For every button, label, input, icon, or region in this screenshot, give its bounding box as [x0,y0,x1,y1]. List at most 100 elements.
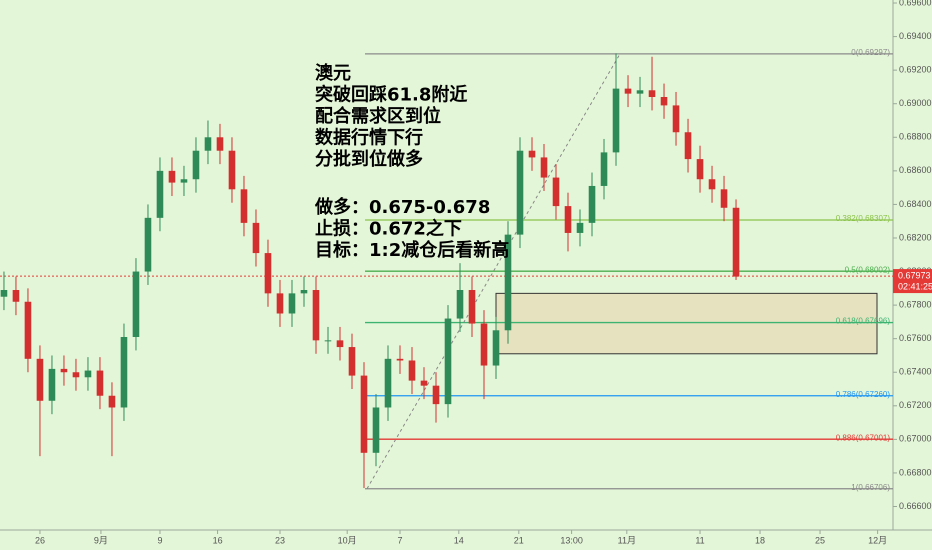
candle-body [408,360,416,381]
candle-body [36,358,44,401]
candle-body [576,222,584,233]
candle-body [12,290,20,302]
candle-body [432,385,440,405]
x-tick-label: 7 [397,535,402,545]
candle-body [312,290,320,341]
last-price-label: 0.67973 [898,270,931,280]
annotation-line: 突破回踩61.8附近 [315,84,467,106]
candle-body [552,177,560,207]
fib-label: 0(0.69297) [851,48,890,57]
x-tick-label: 12月 [868,535,887,545]
candle-body [360,375,368,453]
candle-body [660,97,668,106]
annotation-line: 数据行情下行 [315,127,423,149]
y-tick-label: 0.67200 [899,400,932,410]
candle-body [300,290,308,294]
candle-body [600,152,608,186]
candle-body [528,150,536,158]
y-tick-label: 0.67000 [899,434,932,444]
candle-body [648,90,656,98]
candle-body [480,323,488,366]
last-price-box [893,269,932,294]
candle-body [276,293,284,314]
x-tick-label: 23 [275,535,285,545]
candle-body [588,185,596,223]
candle-body [696,159,704,180]
candle-body [228,150,236,190]
annotation-line: 配合需求区到位 [315,105,441,127]
y-tick-label: 0.69200 [899,65,932,75]
x-tick-label: 26 [35,535,45,545]
x-tick-label: 21 [514,535,524,545]
x-tick-label: 18 [755,535,765,545]
x-tick-label: 16 [213,535,223,545]
y-tick-label: 0.68400 [899,199,932,209]
candle-body [60,368,68,373]
candle-body [468,290,476,324]
candle-body [684,132,692,160]
candle-body [252,222,260,254]
annotation-line: 分批到位做多 [315,148,423,170]
x-tick-label: 25 [815,535,825,545]
fib-label: 1(0.66706) [851,483,890,492]
candle-body [324,340,332,342]
candle-body [84,370,92,378]
candle-body [732,207,740,277]
candle-body [456,290,464,319]
candle-body [96,370,104,396]
candle-body [24,301,32,359]
candle-body [120,336,128,408]
plan-line: 做多：0.675-0.678 [314,196,490,218]
candle-body [624,88,632,94]
x-tick-label: 14 [454,535,464,545]
candle-body [72,372,80,378]
candle-body [168,170,176,183]
y-tick-label: 0.66600 [899,501,932,511]
candle-body [132,271,140,337]
candle-body [108,395,116,408]
countdown: 02:41:25 [898,281,932,291]
fib-label: 0.886(0.67001) [836,433,891,442]
y-tick-label: 0.69400 [899,31,932,41]
candle-body [180,179,188,183]
candle-body [420,380,428,386]
candle-body [156,170,164,218]
y-tick-label: 0.69000 [899,98,932,108]
candle-body [264,253,272,294]
candle-body [708,179,716,190]
x-tick-label: 11 [695,535,704,545]
x-tick-label: 9月 [94,535,108,545]
demand-zone [495,292,878,355]
candle-body [372,407,380,453]
candle-body [720,189,728,208]
y-tick-label: 0.68600 [899,165,932,175]
fib-label: 0.5(0.68002) [845,265,891,274]
candle-body [216,137,224,151]
candle-body [516,150,524,235]
candle-body [396,358,404,361]
candle-body [636,90,644,94]
candle-body [48,368,56,401]
fib-label: 0.382(0.68307) [836,214,891,223]
candle-body [144,217,152,272]
candle-body [288,293,296,314]
candle-body [192,150,200,180]
y-tick-label: 0.67400 [899,367,932,377]
candle-body [492,330,500,366]
x-tick-label: 10月 [338,535,357,545]
candle-body [564,206,572,233]
candle-body [444,318,452,405]
fib-label: 0.618(0.67696) [836,317,891,326]
y-tick-label: 0.69600 [899,0,932,7]
annotation-line: 澳元 [315,62,351,84]
y-tick-label: 0.66800 [899,467,932,477]
x-tick-label: 13:00 [560,535,583,545]
candle-body [384,358,392,408]
y-tick-label: 0.67600 [899,333,932,343]
candle-body [348,347,356,376]
candle-body [0,290,8,297]
plan-line: 止损：0.672之下 [315,218,462,240]
candle-body [336,340,344,348]
